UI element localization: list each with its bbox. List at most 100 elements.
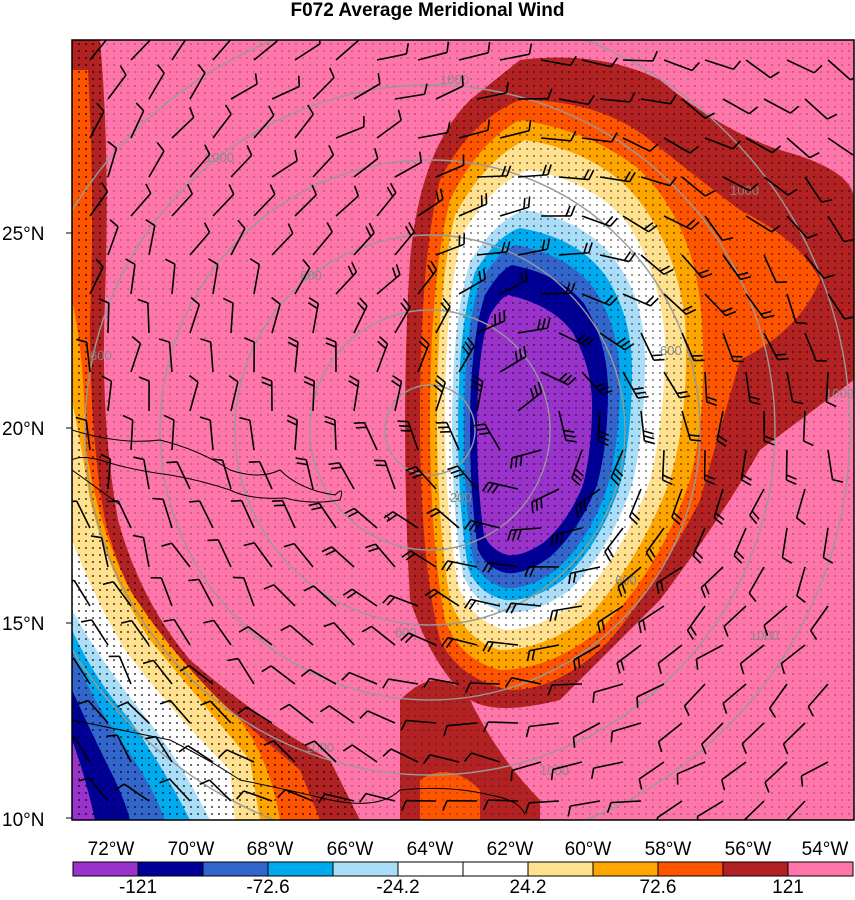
wind-barb — [207, 539, 232, 568]
lon-label: 72°W — [88, 839, 135, 860]
wind-barb — [159, 699, 191, 724]
wind-barb — [640, 94, 677, 105]
wind-barb — [581, 132, 618, 143]
wind-barb — [344, 507, 378, 529]
wind-barb — [638, 605, 665, 634]
colorbar-swatch — [657, 861, 724, 877]
wind-barb — [107, 219, 119, 256]
wind-barb — [636, 683, 665, 708]
wind-barb — [359, 710, 396, 724]
wind-barb — [571, 449, 584, 486]
wind-barb — [531, 488, 560, 513]
wind-barb — [740, 449, 752, 486]
wind-barb — [287, 336, 299, 373]
wind-barb — [171, 40, 190, 61]
lon-label: 54°W — [802, 839, 849, 860]
wind-barb — [90, 535, 109, 568]
wind-barb — [353, 297, 368, 334]
wind-barb — [218, 749, 255, 763]
wind-barb — [599, 171, 636, 183]
wind-barb — [435, 233, 466, 256]
wind-barb — [763, 410, 775, 446]
wind-barb — [628, 488, 642, 525]
wind-barb — [581, 371, 613, 396]
wind-barb — [280, 624, 314, 646]
wind-barb — [307, 297, 320, 334]
wind-barb — [239, 416, 255, 451]
wind-barb — [89, 102, 105, 139]
colorbar-label: -24.2 — [376, 877, 419, 898]
plot-frame — [71, 39, 855, 821]
wind-barb — [400, 719, 437, 731]
wind-barb — [227, 657, 255, 685]
wind-barb — [394, 298, 411, 334]
wind-barb — [261, 665, 296, 685]
wind-barb — [499, 345, 527, 373]
colorbar-label: 121 — [772, 877, 804, 898]
wind-barb — [745, 215, 781, 233]
wind-barb — [312, 144, 335, 178]
wind-barb — [476, 82, 510, 100]
wind-barb — [312, 67, 335, 100]
wind-barb — [243, 542, 273, 568]
wind-barb — [592, 683, 624, 704]
wind-barb — [540, 282, 576, 295]
wind-barb — [464, 682, 501, 694]
wind-barb — [271, 223, 294, 256]
wind-barb — [549, 605, 583, 622]
wind-barb — [130, 102, 145, 139]
wind-barb — [342, 744, 378, 763]
wind-barb — [458, 337, 475, 373]
wind-barb — [786, 137, 820, 159]
wind-barb — [482, 640, 519, 653]
wind-barb — [471, 375, 484, 412]
colorbar-label: 24.2 — [510, 877, 547, 898]
wind-barb — [152, 497, 173, 529]
wind-barb — [764, 761, 788, 793]
wind-barb — [723, 605, 747, 637]
wind-barb — [796, 566, 806, 604]
lon-axis: 72°W 70°W 68°W 66°W 64°W 62°W 60°W 58°W … — [88, 839, 849, 860]
wind-barb — [663, 137, 699, 154]
wind-barb — [804, 332, 827, 362]
wind-barb — [89, 258, 104, 295]
wind-barb — [786, 371, 804, 405]
wind-barb — [263, 740, 296, 763]
wind-barb — [640, 254, 674, 276]
wind-barb — [671, 488, 683, 525]
wind-barb — [700, 566, 724, 598]
wind-barb — [768, 683, 788, 718]
wind-barb — [212, 184, 235, 217]
wind-barb — [424, 588, 460, 607]
wind-barb — [117, 701, 150, 724]
wind-barb — [733, 527, 747, 564]
contour-label: 1000 — [305, 740, 334, 755]
wind-barb — [283, 542, 314, 568]
wind-barb — [517, 164, 552, 178]
colorbar-swatch — [787, 861, 854, 877]
wind-barb — [721, 761, 747, 791]
contour-label: 1000 — [205, 150, 234, 165]
wind-barb — [786, 215, 818, 239]
wind-barb — [130, 40, 153, 61]
wind-barb — [458, 42, 491, 61]
wind-barb — [590, 761, 624, 779]
colorbar-labels: -121 -72.6 -24.2 24.2 72.6 121 — [119, 877, 804, 898]
wind-barb — [763, 605, 788, 636]
colorbar-swatch — [202, 861, 269, 877]
wind-barb — [622, 371, 649, 399]
wind-barb — [681, 410, 702, 442]
lat-label: 25°N — [2, 224, 44, 245]
chart-title: F072 Average Meridional Wind — [290, 0, 565, 21]
wind-barb — [230, 499, 255, 529]
wind-barb — [463, 752, 501, 763]
wind-barb — [382, 594, 419, 607]
wind-barb — [199, 416, 214, 451]
contour-label: 600 — [90, 348, 112, 363]
wind-barb — [376, 264, 401, 295]
wind-barb — [617, 566, 642, 597]
wind-barb — [704, 293, 737, 317]
wind-barb — [505, 602, 542, 614]
wind-barb — [212, 40, 234, 61]
contour-label: 1000 — [750, 628, 779, 643]
